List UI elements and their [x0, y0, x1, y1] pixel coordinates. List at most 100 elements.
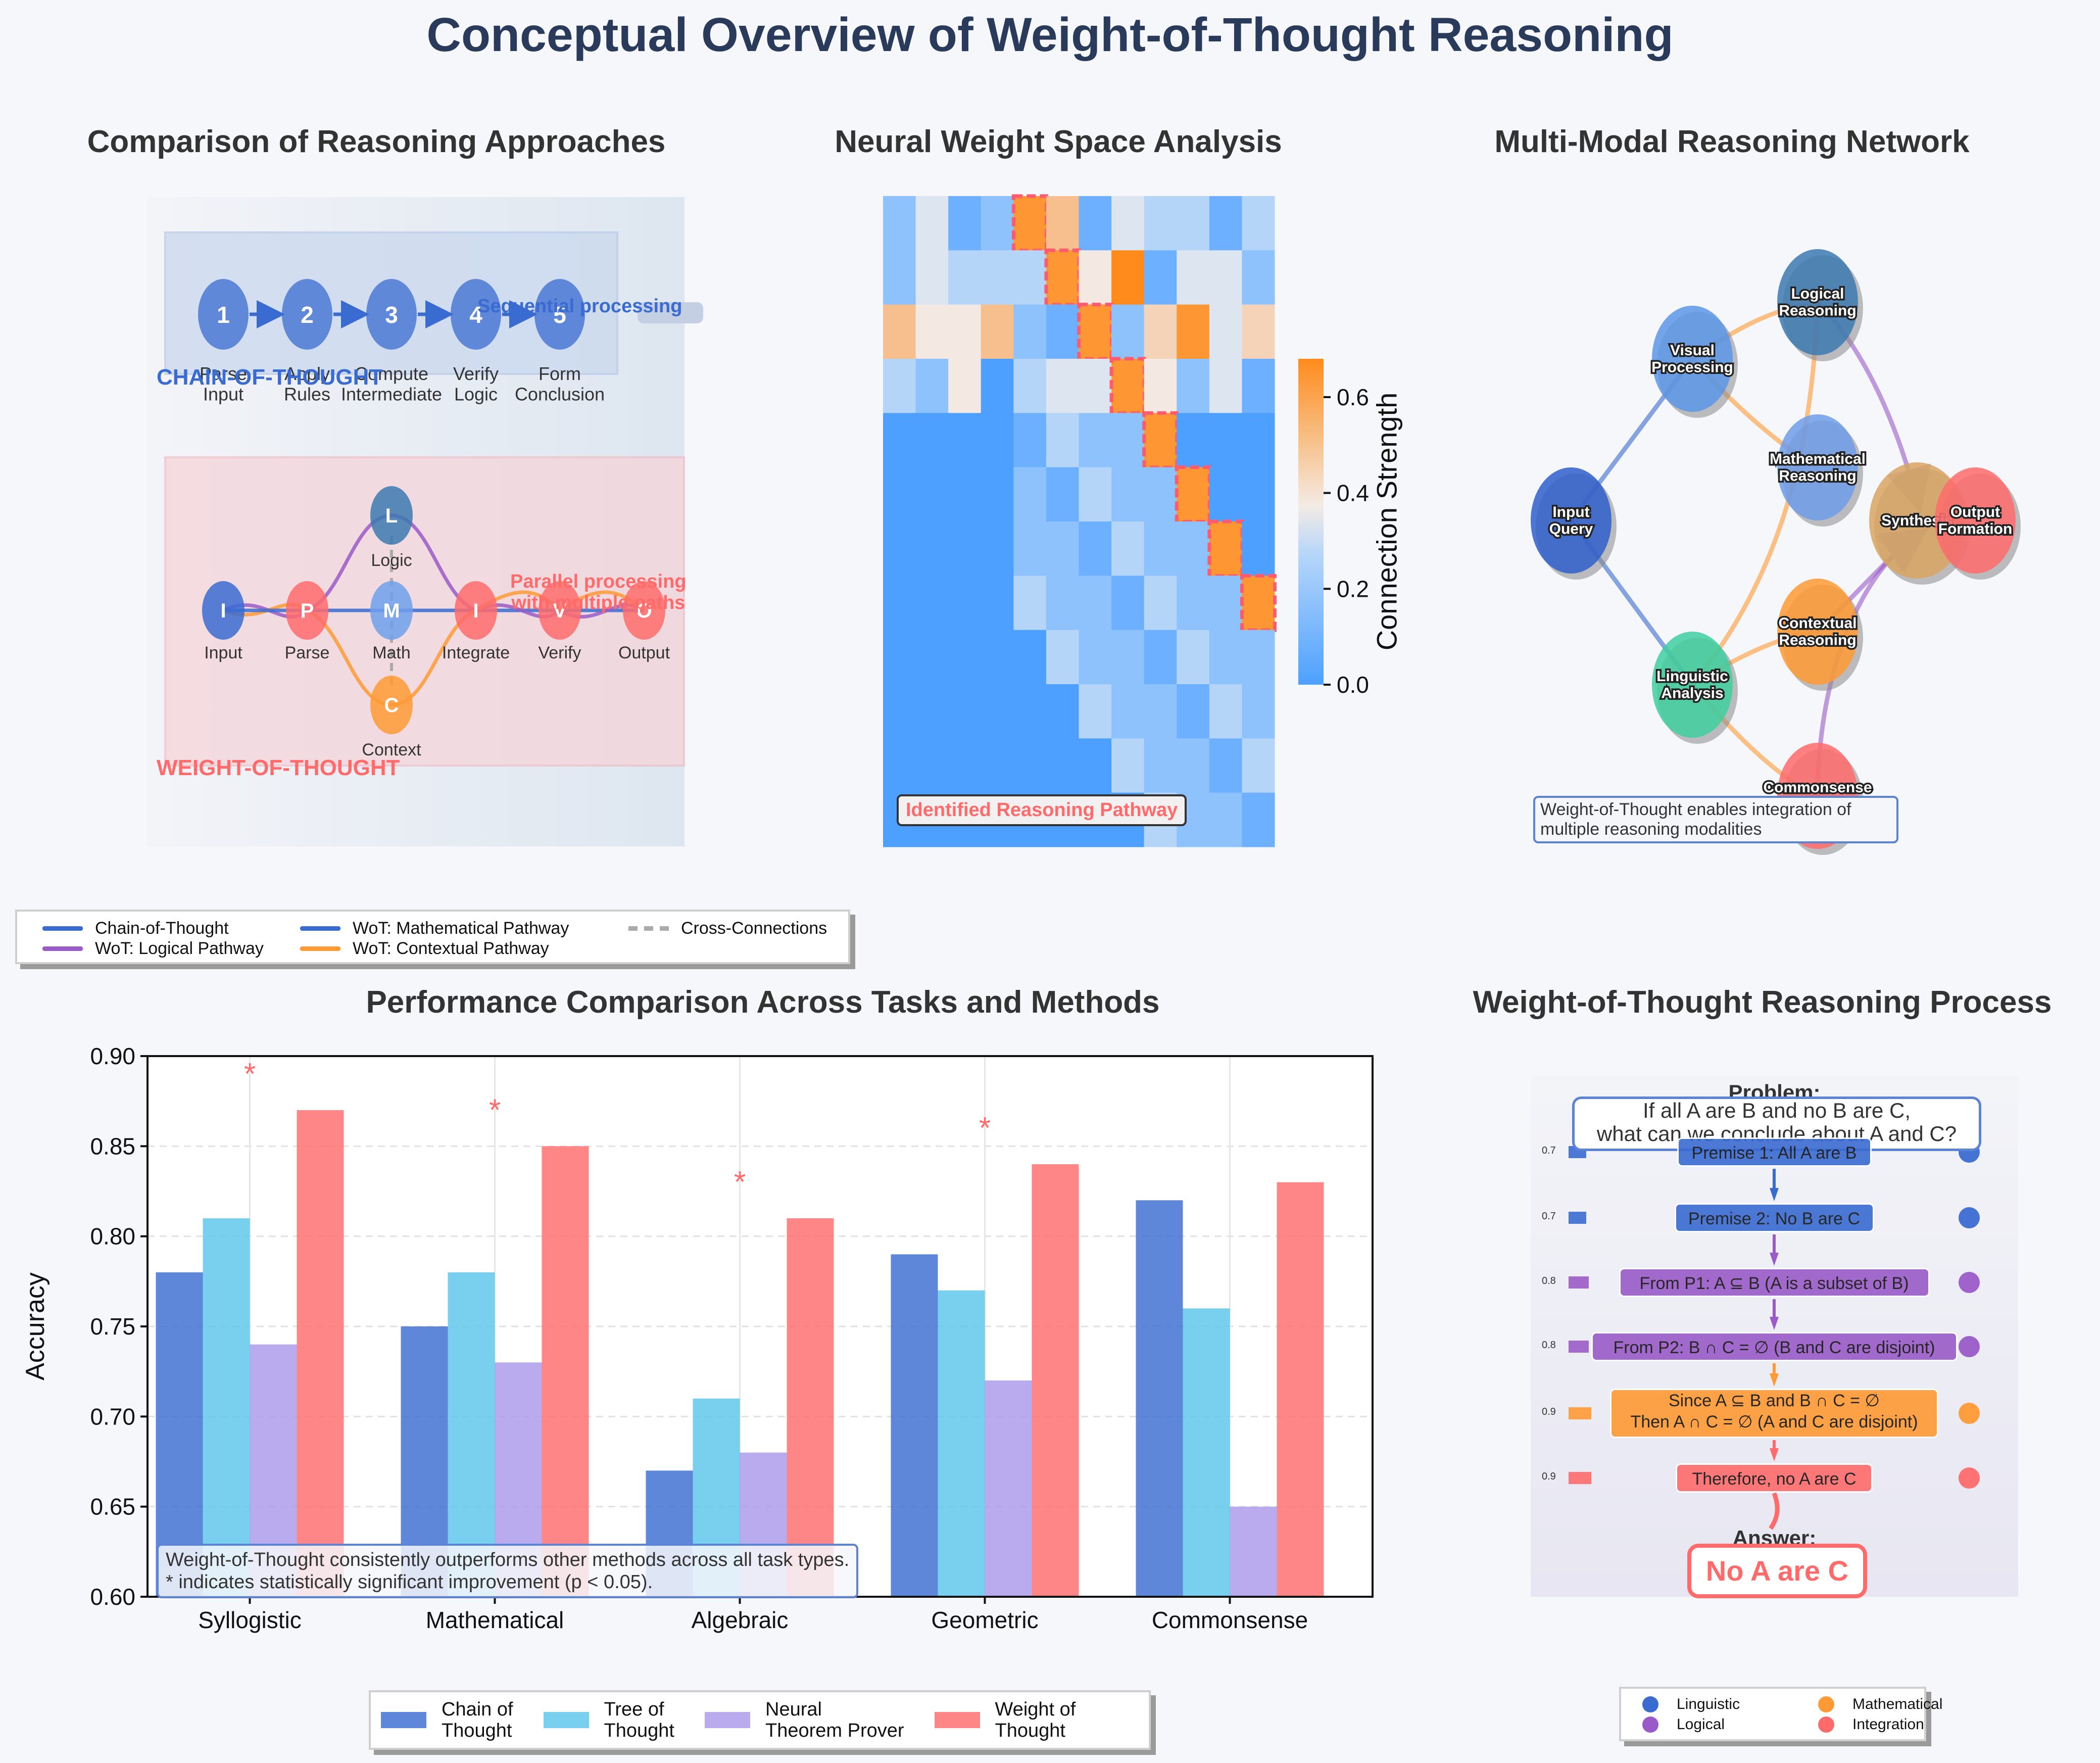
heatmap-cell [1079, 738, 1112, 793]
heatmap-cell [981, 467, 1014, 522]
y-tick-label: 0.85 [90, 1133, 135, 1159]
wot-node-label: Verify [538, 643, 581, 662]
legend-swatch [705, 1712, 750, 1728]
step-arrow [1770, 1317, 1779, 1330]
step-weight-bar [1569, 1276, 1589, 1289]
heatmap-cell [1242, 684, 1275, 739]
y-tick-label: 0.60 [90, 1584, 135, 1610]
heatmap-cell [1079, 521, 1112, 576]
heatmap-cell [1111, 304, 1145, 359]
significance-marker: * [979, 1111, 991, 1145]
wot-node [370, 486, 413, 545]
x-tick-label: Syllogistic [198, 1607, 302, 1633]
heatmap-cell [915, 413, 949, 468]
heatmap-cell [883, 250, 916, 305]
bar [297, 1110, 344, 1597]
reasoning-step: Therefore, no A are C [1676, 1463, 1873, 1493]
legend-item: Linguistic [1642, 1696, 1740, 1713]
heatmap-cell [948, 521, 982, 576]
legend-item: Mathematical [1818, 1696, 1942, 1713]
step-weight: 0.8 [1542, 1275, 1556, 1286]
colorbar-tick-label: 0.6 [1337, 384, 1369, 410]
heatmap-cell [915, 304, 949, 359]
bar [156, 1272, 203, 1597]
network-node-math [1777, 414, 1858, 520]
heatmap-cell [981, 250, 1014, 305]
bar [448, 1272, 495, 1597]
heatmap-cell [1013, 413, 1047, 468]
wot-node [370, 676, 413, 734]
pathway-annotation: Identified Reasoning Pathway [897, 794, 1187, 826]
heatmap-cell [981, 576, 1014, 631]
wot-node-id: O [636, 600, 652, 622]
y-tick-label: 0.65 [90, 1494, 135, 1520]
heatmap-cell [1044, 248, 1081, 307]
wot-node-id: C [384, 694, 399, 717]
heatmap-cell [1177, 359, 1210, 413]
answer-arrow [1769, 1492, 1780, 1530]
heatmap-cell [948, 196, 982, 251]
network-node-output [1935, 467, 2016, 574]
network-node-ling [1652, 632, 1733, 738]
step-arrow [1770, 1188, 1779, 1201]
network-node-label: Input Query [1549, 504, 1593, 538]
heatmap-cell [1079, 359, 1112, 413]
legend-item: Tree of Thought [543, 1699, 674, 1741]
heatmap-cell [1209, 630, 1242, 685]
heatmap-cell [1177, 413, 1210, 468]
heatmap-cell [1111, 467, 1145, 522]
heatmap-cell [948, 738, 982, 793]
legend-item: Chain of Thought [381, 1699, 513, 1741]
heatmap-cell [883, 521, 916, 576]
cot-step-node [451, 279, 501, 350]
heatmap-cell [1177, 250, 1210, 305]
cot-step-number: 1 [217, 302, 230, 328]
heatmap-cell [981, 738, 1014, 793]
legend-swatch [543, 1712, 589, 1728]
heatmap-cell [1209, 467, 1242, 522]
heatmap-cell [1177, 576, 1210, 631]
heatmap-cell [948, 304, 982, 359]
panel-a-title: Comparison of Reasoning Approaches [87, 124, 666, 159]
heatmap-cell [915, 467, 949, 522]
network-node-label: Logical Reasoning [1779, 285, 1856, 319]
heatmap-cell [1013, 359, 1047, 413]
wot-node [623, 581, 665, 640]
heatmap-cell [1242, 630, 1275, 685]
legend-swatch [42, 946, 83, 951]
heatmap-cell [1079, 467, 1112, 522]
heatmap-cell [1046, 738, 1079, 793]
legend-label: WoT: Mathematical Pathway [353, 919, 569, 938]
heatmap-cell [915, 738, 949, 793]
process-legend: Linguistic Mathematical Logical Integration [1619, 1687, 1942, 1741]
step-weight-bar [1569, 1407, 1591, 1419]
legend-label: Chain of Thought [442, 1699, 513, 1741]
wot-node-id: V [553, 600, 567, 622]
heatmap-cell [1046, 304, 1079, 359]
network-node-input [1531, 467, 1611, 574]
legend-swatch [300, 926, 340, 931]
wot-note: Parallel processing with multiple paths [510, 571, 687, 613]
heatmap-cell [1111, 630, 1145, 685]
heatmap-cell [1242, 196, 1275, 251]
heatmap-cell [915, 684, 949, 739]
legend-swatch [42, 926, 83, 931]
heatmap-cell [948, 413, 982, 468]
answer-text: No A are C [1687, 1544, 1867, 1598]
step-weight-bar [1569, 1341, 1589, 1353]
heatmap-cell [1011, 194, 1048, 253]
heatmap-cell [1046, 359, 1079, 413]
x-tick-label: Commonsense [1152, 1607, 1308, 1633]
heatmap-cell [981, 684, 1014, 739]
heatmap-cell [1111, 738, 1145, 793]
legend-label: WoT: Contextual Pathway [353, 939, 549, 958]
heatmap-cell [948, 359, 982, 413]
legend-swatch [1642, 1696, 1658, 1712]
cot-step-number: 3 [385, 302, 398, 328]
reasoning-step: From P1: A ⊆ B (A is a subset of B) [1619, 1268, 1930, 1297]
bar-chart-title: Performance Comparison Across Tasks and … [366, 985, 1160, 1020]
step-weight: 0.9 [1542, 1471, 1556, 1482]
heatmap-cell [1177, 196, 1210, 251]
cot-step-label: Verify Logic [453, 363, 499, 404]
